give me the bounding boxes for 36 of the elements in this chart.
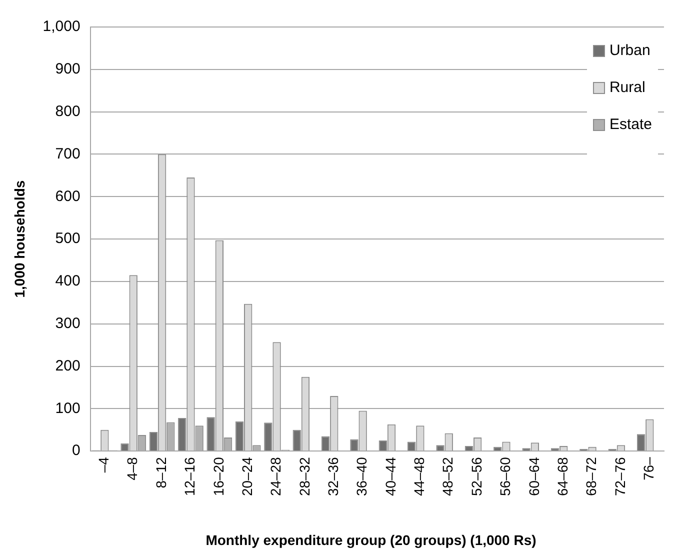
x-tick-label: 44–48 bbox=[411, 456, 428, 496]
y-tick-label: 600 bbox=[55, 188, 80, 205]
x-tick-label: 56–60 bbox=[497, 456, 514, 496]
x-tick-label: 8–12 bbox=[152, 456, 169, 488]
x-tick-label: –4 bbox=[96, 456, 112, 473]
x-tick-label: 76– bbox=[640, 456, 657, 480]
legend-label: Rural bbox=[609, 79, 646, 96]
x-tick-label: 52–56 bbox=[468, 456, 484, 496]
y-tick-label: 700 bbox=[55, 145, 80, 162]
x-tick-label: 60–64 bbox=[526, 456, 542, 496]
x-axis-title: Monthly expenditure group (20 groups) (1,000 Rs) bbox=[204, 532, 538, 548]
y-tick-label: 400 bbox=[55, 272, 80, 290]
x-tick-label: 20–24 bbox=[238, 456, 255, 496]
x-tick-label: 12–16 bbox=[182, 456, 198, 496]
x-tick-label: 32–36 bbox=[325, 456, 342, 496]
x-tick-label: 16–20 bbox=[210, 456, 226, 496]
y-tick-label: 200 bbox=[55, 357, 80, 374]
y-tick-label: 900 bbox=[55, 60, 80, 78]
y-tick-label: 100 bbox=[55, 400, 80, 417]
x-tick-label: 64–68 bbox=[554, 456, 570, 496]
y-tick-label: 0 bbox=[72, 442, 80, 460]
legend-label: Urban bbox=[609, 42, 650, 59]
y-tick-label: 300 bbox=[55, 314, 80, 332]
x-tick-label: 72–76 bbox=[612, 456, 628, 496]
x-tick-label: 68–72 bbox=[583, 456, 600, 496]
y-tick-label: 1,000 bbox=[42, 18, 80, 36]
y-tick-label: 800 bbox=[55, 102, 80, 120]
x-tick-label: 48–52 bbox=[440, 456, 456, 496]
x-tick-label: 40–44 bbox=[382, 456, 398, 496]
x-tick-label: 24–28 bbox=[268, 456, 284, 496]
x-tick-label: 28–32 bbox=[296, 456, 312, 496]
legend-label: Estate bbox=[609, 116, 652, 133]
y-tick-label: 500 bbox=[55, 230, 80, 248]
x-tick-label: 4–8 bbox=[124, 456, 140, 480]
y-axis-title: 1,000 households bbox=[11, 180, 28, 298]
x-tick-label: 36–40 bbox=[354, 456, 370, 496]
